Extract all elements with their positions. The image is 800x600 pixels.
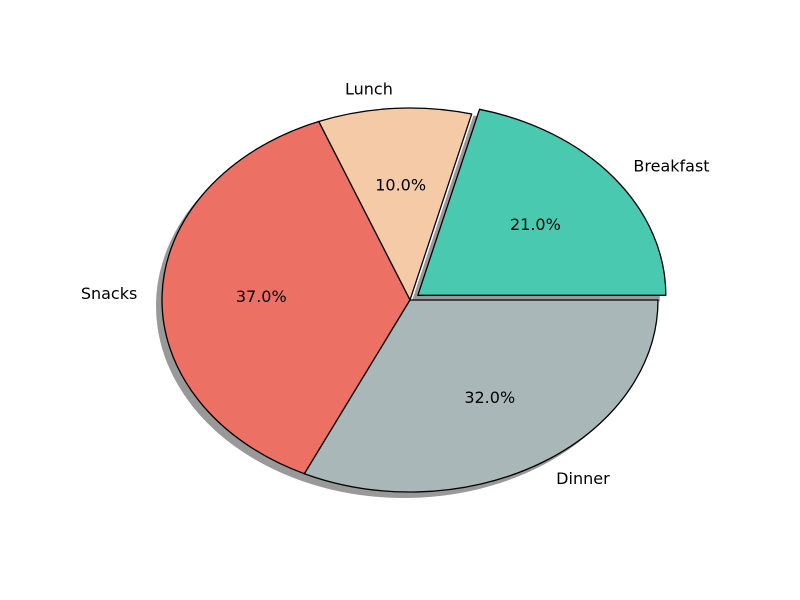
slice-pct-lunch: 10.0% bbox=[375, 176, 426, 195]
slice-label-dinner: Dinner bbox=[556, 469, 610, 488]
pie-slice-lunch bbox=[318, 107, 473, 301]
slice-label-breakfast: Breakfast bbox=[633, 156, 709, 175]
pie-slices bbox=[161, 107, 667, 493]
slice-pct-breakfast: 21.0% bbox=[510, 215, 561, 234]
slice-label-lunch: Lunch bbox=[345, 80, 393, 99]
slice-pct-dinner: 32.0% bbox=[464, 388, 515, 407]
slice-pct-snacks: 37.0% bbox=[236, 287, 287, 306]
pie-slice-snacks bbox=[161, 120, 411, 475]
pie-labels: Breakfast 21.0% Lunch 10.0% Snacks 37.0% Dinne… bbox=[81, 80, 710, 488]
pie-slice-dinner bbox=[303, 299, 659, 493]
pie-slice-breakfast bbox=[417, 108, 667, 296]
slice-label-snacks: Snacks bbox=[81, 284, 138, 303]
